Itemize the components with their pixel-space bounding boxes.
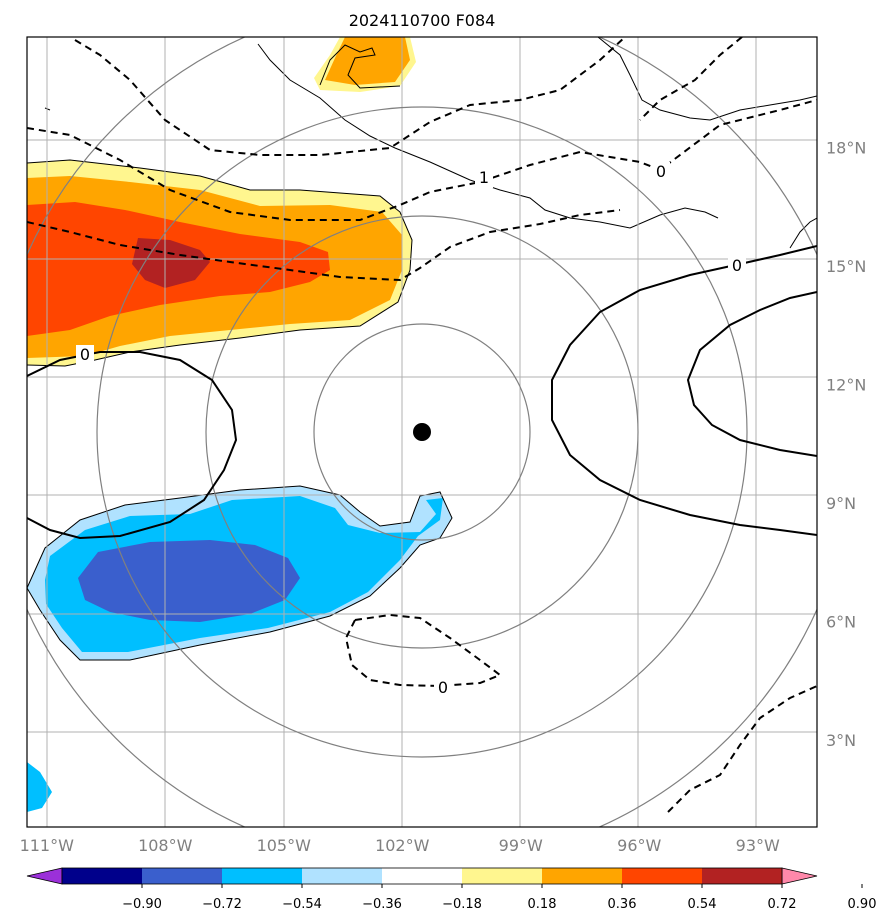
colorbar-segment xyxy=(62,868,142,884)
colorbar-tick-label: 0.72 xyxy=(768,897,797,912)
contour-dashed-south xyxy=(344,613,503,688)
y-axis-tick-labels: 18°N 15°N 12°N 9°N 6°N 3°N xyxy=(826,139,866,750)
colorbar-frame xyxy=(61,867,783,885)
map-frame xyxy=(26,36,818,828)
x-axis-tick-labels: 111°W 108°W 105°W 102°W 99°W 96°W 93°W xyxy=(20,836,780,855)
colorbar-tick-label: 0.54 xyxy=(688,897,717,912)
contour-label: 0 xyxy=(732,256,742,275)
shade-north-0.36 xyxy=(325,37,410,85)
colorbar-segment xyxy=(702,868,782,884)
contour-label: 0 xyxy=(438,678,448,697)
colorbar-tick-label: −0.72 xyxy=(202,897,242,912)
shade-neg-0.54-0.72 xyxy=(78,540,300,622)
contour-zero-east-inner xyxy=(686,291,817,457)
x-tick-label: 93°W xyxy=(736,836,780,855)
colorbar-tick-label: 0.18 xyxy=(528,897,557,912)
colorbar-tick-label: −0.54 xyxy=(282,897,322,912)
x-tick-label: 102°W xyxy=(375,836,430,855)
colorbar-tick-label: −0.90 xyxy=(122,897,162,912)
contour-label: 0 xyxy=(656,162,666,181)
y-tick-label: 15°N xyxy=(826,257,866,276)
y-tick-label: 18°N xyxy=(826,139,866,158)
solid-contours xyxy=(27,245,817,540)
negative-anomaly-field xyxy=(27,486,452,812)
y-tick-label: 9°N xyxy=(826,494,856,513)
positive-anomaly-field xyxy=(27,37,416,366)
colorbar: −0.90 −0.72 −0.54 −0.36 −0.18 0.18 0.36 0.54 0.7… xyxy=(26,867,877,912)
colorbar-segment xyxy=(222,868,302,884)
x-tick-label: 108°W xyxy=(138,836,193,855)
range-ring-3 xyxy=(96,106,748,758)
x-tick-label: 96°W xyxy=(617,836,661,855)
range-ring-2 xyxy=(205,215,639,649)
contour-zero-west xyxy=(27,351,238,540)
contour-label: 1 xyxy=(479,168,489,187)
colorbar-extend-min xyxy=(26,867,63,885)
colorbar-tick-label: 0.90 xyxy=(848,897,877,912)
colorbar-segment xyxy=(462,868,542,884)
x-tick-label: 111°W xyxy=(20,836,75,855)
colorbar-extend-max xyxy=(781,867,818,885)
contour-dashed-3 xyxy=(27,209,621,282)
map-area: 1 0 0 0 0 xyxy=(27,37,817,827)
shade-0.72-0.90 xyxy=(132,238,210,288)
colorbar-segment xyxy=(382,868,462,884)
x-tick-label: 105°W xyxy=(257,836,312,855)
dashed-contours xyxy=(27,37,817,813)
storm-center-marker xyxy=(413,423,431,441)
range-ring-1 xyxy=(313,323,531,541)
y-tick-label: 6°N xyxy=(826,613,856,632)
shade-corner-neg xyxy=(27,762,52,812)
colorbar-segment xyxy=(142,868,222,884)
range-rings xyxy=(27,37,817,827)
contour-dashed-2 xyxy=(27,99,817,221)
y-tick-label: 3°N xyxy=(826,731,856,750)
colorbar-tick-label: −0.18 xyxy=(442,897,482,912)
colorbar-segment xyxy=(302,868,382,884)
contour-zero-east xyxy=(551,245,817,536)
colorbar-tick-label: −0.36 xyxy=(362,897,402,912)
contour-dashed-4 xyxy=(639,37,743,121)
contour-dashed-se xyxy=(667,685,817,813)
colorbar-segment xyxy=(622,868,702,884)
chart-title: 2024110700 F084 xyxy=(349,11,496,30)
colorbar-tick-label: 0.36 xyxy=(608,897,637,912)
contour-labels: 1 0 0 0 0 xyxy=(76,162,746,698)
colorbar-segment xyxy=(542,868,622,884)
y-tick-label: 12°N xyxy=(826,376,866,395)
contour-label: 0 xyxy=(80,345,90,364)
contour-dashed-1 xyxy=(74,37,626,156)
x-tick-label: 99°W xyxy=(499,836,543,855)
